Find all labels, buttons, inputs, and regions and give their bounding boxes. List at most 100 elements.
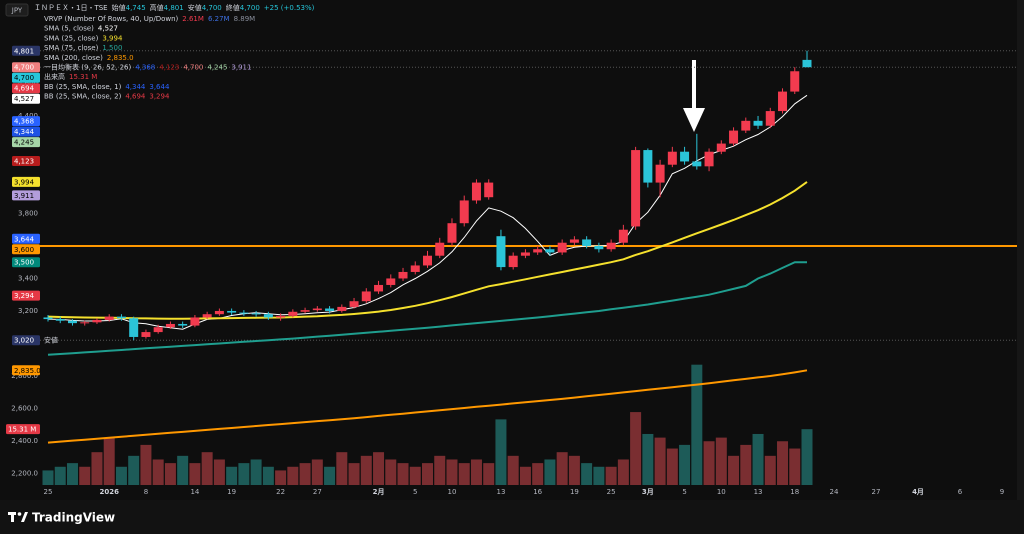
x-tick-label: 16 bbox=[533, 488, 542, 496]
volume-bar bbox=[213, 459, 225, 485]
candle-body bbox=[55, 319, 65, 321]
price-badge-label: 3,911 bbox=[14, 192, 34, 200]
currency-box[interactable] bbox=[5, 3, 29, 17]
candle-body bbox=[67, 320, 77, 324]
legend-value: 4,368 bbox=[135, 64, 155, 72]
volume-bar bbox=[360, 455, 372, 485]
low-tag: 安値 bbox=[44, 336, 58, 345]
price-badge bbox=[12, 176, 40, 187]
price-badge-label: 4,344 bbox=[14, 128, 35, 136]
y-tick-label: 4,400 bbox=[18, 112, 38, 120]
volume-bar bbox=[691, 364, 703, 485]
price-badge bbox=[12, 190, 40, 201]
volume-badge-label: 15.31 M bbox=[8, 426, 36, 434]
price-badge bbox=[12, 365, 40, 376]
volume-bar bbox=[605, 466, 617, 485]
volume-bar bbox=[250, 459, 262, 485]
volume-bar bbox=[164, 463, 176, 485]
y-tick-label: 3,400 bbox=[18, 274, 38, 282]
legend-value: 4,245 bbox=[207, 64, 227, 72]
legend-value: 4,700 bbox=[183, 64, 203, 72]
candle-body bbox=[116, 316, 126, 319]
x-tick-label: 25 bbox=[44, 488, 53, 496]
volume-bar bbox=[238, 463, 250, 485]
price-badge-label: 4,123 bbox=[14, 157, 34, 165]
volume-bar bbox=[115, 466, 127, 485]
volume-bar bbox=[152, 459, 164, 485]
volume-bar bbox=[789, 448, 801, 485]
price-badge-label: 3,020 bbox=[14, 337, 34, 345]
volume-badge bbox=[6, 424, 40, 435]
candle-body bbox=[790, 71, 800, 92]
volume-bar bbox=[654, 437, 666, 485]
volume-bar bbox=[103, 437, 115, 485]
candle-body bbox=[104, 316, 114, 320]
logo bbox=[8, 512, 28, 522]
legend-value: 3,994 bbox=[102, 34, 123, 42]
price-badge bbox=[12, 62, 40, 73]
candle-body bbox=[239, 312, 249, 314]
y-tick-label: 2,200.0 bbox=[11, 469, 38, 477]
candle-body bbox=[202, 314, 212, 318]
legend-value: 1,500 bbox=[102, 44, 122, 52]
volume-bar bbox=[189, 463, 201, 485]
volume-bar bbox=[679, 444, 691, 485]
price-badge-label: 4,700 bbox=[14, 64, 34, 72]
volume-bar bbox=[385, 459, 397, 485]
y-tick-label: 2,600.0 bbox=[11, 404, 38, 412]
candle-body bbox=[312, 308, 322, 311]
legend-entry: SMA (5, close) 4,527 bbox=[44, 25, 118, 33]
volume-bar bbox=[752, 433, 764, 485]
legend-entry: VRVP (Number Of Rows, 40, Up/Down) 2.61M 6… bbox=[44, 15, 255, 23]
candle-body bbox=[471, 182, 481, 201]
candle-body bbox=[325, 308, 335, 311]
candle-body bbox=[459, 200, 469, 224]
legend-name: VRVP (Number Of Rows, 40, Up/Down) bbox=[44, 15, 179, 23]
legend-name: BB (25, SMA, close, 1) bbox=[44, 83, 122, 91]
legend-value: 2.61M bbox=[182, 15, 204, 23]
candle-body bbox=[594, 245, 604, 250]
legend-value: 4,123 bbox=[159, 64, 179, 72]
candle-body bbox=[765, 111, 775, 126]
volume-bar bbox=[336, 452, 348, 485]
legend-entry: BB (25, SMA, close, 2) 4,694 3,294 bbox=[44, 93, 170, 101]
chart-title: ＩＮＰＥＸ・1日・TSE bbox=[34, 4, 108, 12]
chart-header: ＩＮＰＥＸ・1日・TSE 始値4,745 高値4,801 安値4,700 終値4,700… bbox=[34, 3, 315, 12]
legend-entry: SMA (75, close) 1,500 bbox=[44, 44, 122, 52]
volume-bar bbox=[54, 466, 66, 485]
candle-body bbox=[190, 317, 200, 326]
candle-body bbox=[214, 310, 224, 315]
candle-body bbox=[692, 161, 702, 167]
price-badge-label: 3,500 bbox=[14, 259, 34, 267]
candle-body bbox=[520, 252, 530, 256]
sma-line bbox=[47, 94, 808, 330]
volume-bar bbox=[642, 433, 654, 485]
brand: TradingView bbox=[32, 511, 115, 525]
candle-body bbox=[447, 223, 457, 243]
candle-body bbox=[386, 278, 396, 285]
x-tick-label: 10 bbox=[717, 488, 726, 496]
volume-bar bbox=[519, 466, 531, 485]
volume-bar bbox=[201, 452, 213, 485]
volume-bar bbox=[446, 459, 458, 485]
candle-body bbox=[496, 236, 506, 268]
legend-name: SMA (75, close) bbox=[44, 44, 99, 52]
candle-body bbox=[227, 310, 237, 313]
candle-body bbox=[704, 151, 714, 167]
x-tick-label: 24 bbox=[830, 488, 839, 496]
price-badge-label: 2,835.0 bbox=[14, 367, 41, 375]
legend-entry: 出来高 15.31 M bbox=[44, 72, 97, 81]
price-badge bbox=[12, 83, 40, 94]
header-change: +25 (+0.53%) bbox=[264, 4, 315, 12]
volume-bar bbox=[703, 441, 715, 485]
volume-bar bbox=[434, 455, 446, 485]
volume-bar bbox=[91, 452, 103, 485]
volume-bar bbox=[397, 463, 409, 485]
legend-value: 4,694 bbox=[125, 93, 146, 101]
volume-bar bbox=[801, 429, 813, 485]
candle-body bbox=[374, 284, 384, 292]
legend-name: BB (25, SMA, close, 2) bbox=[44, 93, 122, 101]
x-tick-label: 9 bbox=[1000, 488, 1004, 496]
candle-body bbox=[778, 91, 788, 112]
volume-bar bbox=[299, 463, 311, 485]
